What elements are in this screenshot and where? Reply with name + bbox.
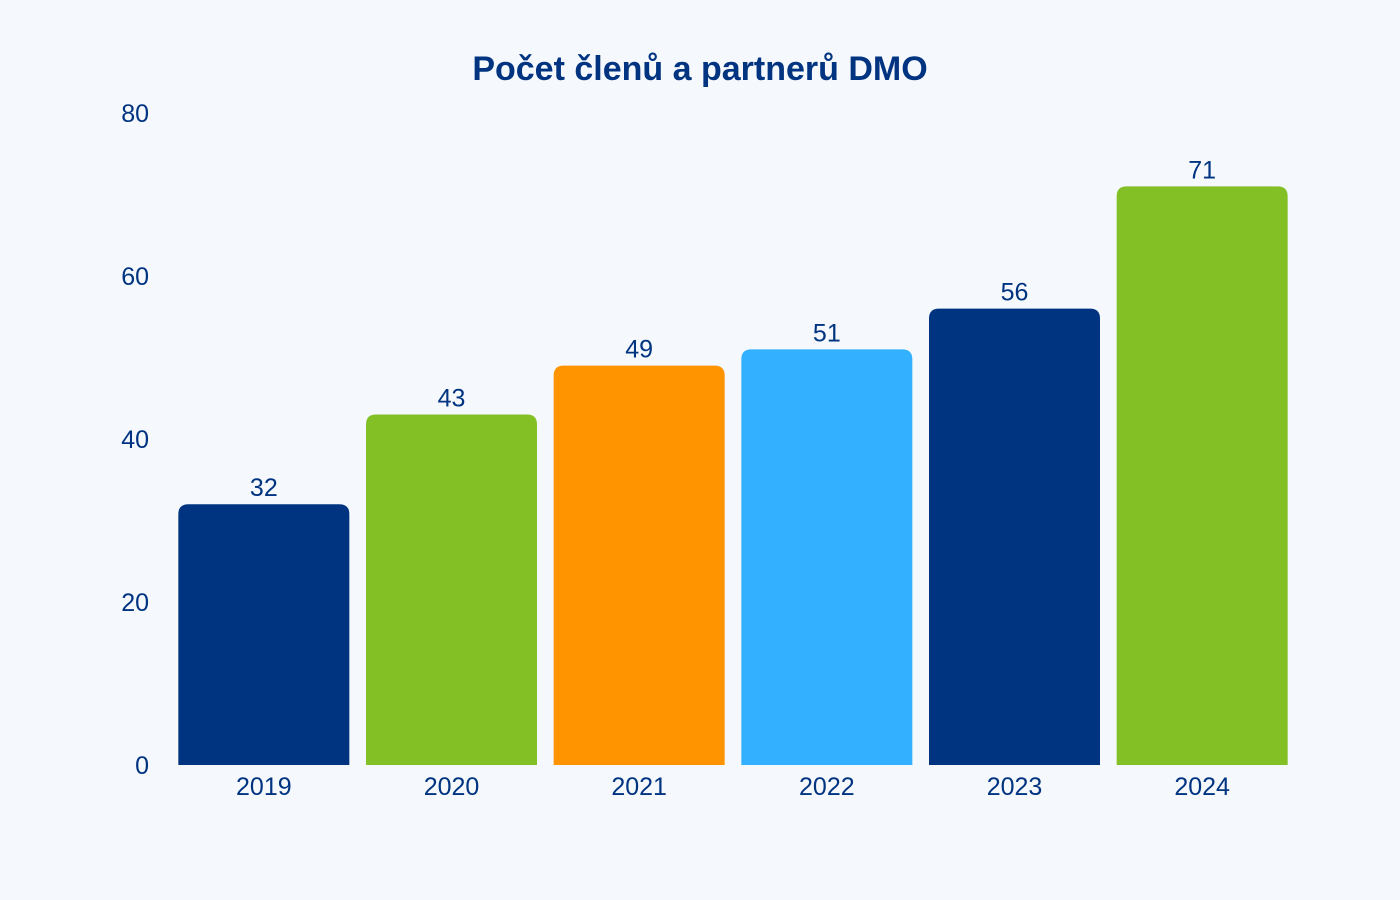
bar-2020 — [366, 414, 537, 765]
chart-title: Počet členů a partnerů DMO — [472, 50, 927, 88]
y-tick-label: 0 — [135, 752, 149, 780]
y-tick-label: 80 — [121, 100, 149, 128]
y-tick-label: 60 — [121, 263, 149, 291]
y-axis: 0 20 40 60 80 — [121, 100, 149, 780]
bar-2023 — [929, 308, 1100, 765]
x-tick-label-2021: 2021 — [611, 773, 667, 801]
y-tick-label: 40 — [121, 426, 149, 454]
bar-2021 — [553, 365, 725, 765]
data-labels-group: 32 43 49 51 56 71 — [250, 156, 1216, 502]
data-label-2021: 49 — [625, 336, 653, 364]
x-tick-label-2022: 2022 — [799, 773, 855, 801]
x-tick-label-2020: 2020 — [424, 773, 480, 801]
bar-2024 — [1116, 186, 1288, 766]
x-axis: 2019 2020 2021 2022 2023 2024 — [236, 773, 1230, 801]
data-label-2020: 43 — [438, 385, 466, 413]
bars-group — [178, 186, 1288, 766]
bar-2019 — [178, 504, 350, 765]
data-label-2024: 71 — [1188, 156, 1216, 184]
bar-2022 — [741, 349, 913, 765]
y-tick-label: 20 — [121, 589, 149, 617]
data-label-2022: 51 — [813, 319, 841, 347]
data-label-2023: 56 — [1001, 279, 1029, 307]
x-tick-label-2023: 2023 — [987, 773, 1043, 801]
x-tick-label-2024: 2024 — [1174, 773, 1230, 801]
data-label-2019: 32 — [250, 474, 278, 502]
x-tick-label-2019: 2019 — [236, 773, 292, 801]
